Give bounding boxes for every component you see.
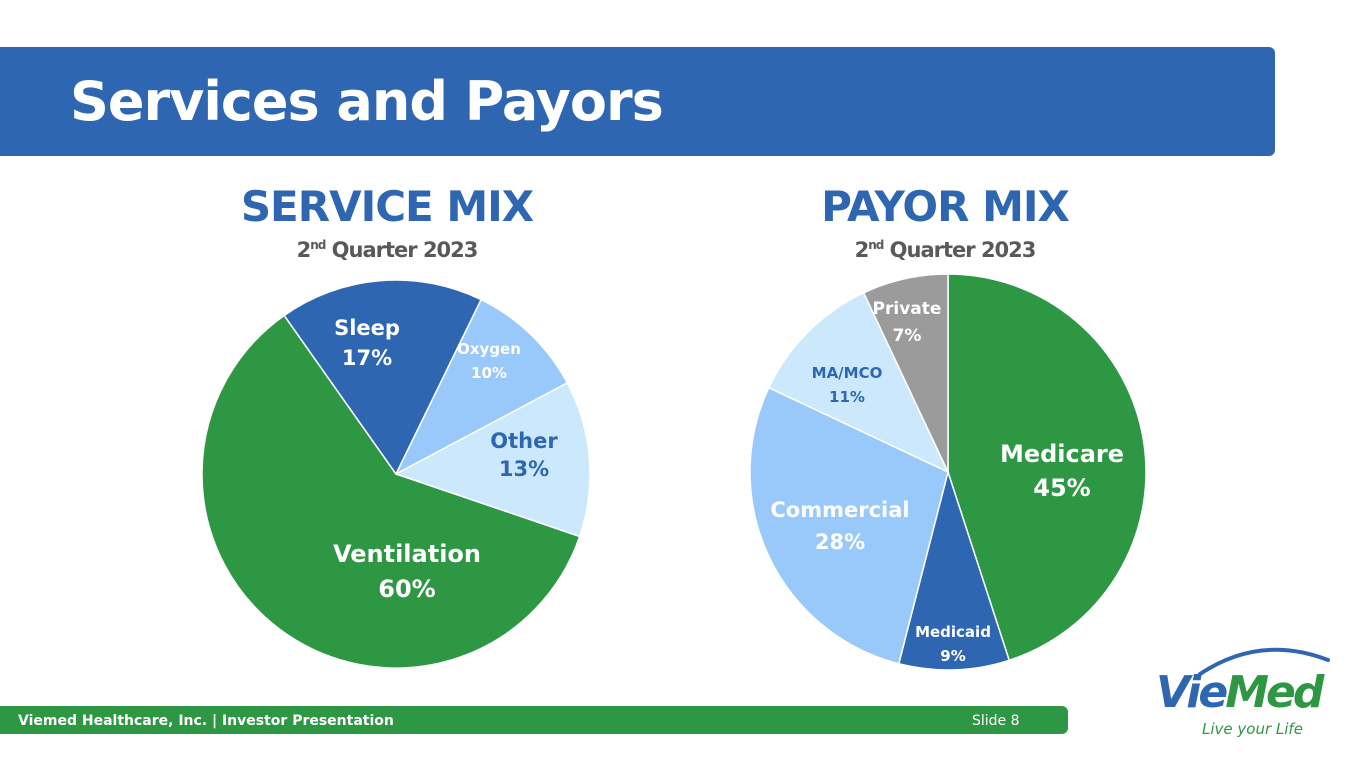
payor-label-medicaid: Medicaid (915, 623, 991, 641)
service-label-oxygen: Oxygen (457, 340, 521, 358)
service-value-ventilation: 60% (378, 575, 435, 603)
service-label-sleep: Sleep (334, 316, 400, 340)
service-value-sleep: 17% (342, 346, 392, 370)
payor-value-private: 7% (893, 326, 922, 346)
footer-company-text: Viemed Healthcare, Inc. | Investor Prese… (18, 713, 394, 729)
slide-number: Slide 8 (972, 713, 1020, 729)
service-subtitle-number: 2 (296, 238, 312, 262)
service-subtitle-ordinal: nd (310, 238, 326, 252)
payor-mix-subtitle: 2nd Quarter 2023 (795, 232, 1095, 263)
payor-label-ma-mco: MA/MCO (812, 364, 883, 382)
logo-vie: Vie (1156, 667, 1228, 718)
slide-title: Services and Payors (70, 70, 664, 133)
payor-value-medicare: 45% (1033, 474, 1090, 502)
payor-slice-medicare (947, 273, 1147, 662)
service-slice-oxygen (394, 298, 569, 476)
logo-wordmark: VieMed (1156, 667, 1324, 718)
service-slice-sleep (283, 279, 483, 476)
payor-label-medicare: Medicare (1000, 440, 1124, 468)
title-banner (0, 47, 1275, 156)
payor-subtitle-ordinal: nd (868, 238, 884, 252)
service-value-other: 13% (499, 457, 549, 481)
payor-slice-commercial (749, 386, 949, 665)
service-slice-ventilation (201, 314, 581, 669)
payor-label-private: Private (873, 299, 942, 319)
payor-value-medicaid: 9% (940, 647, 965, 665)
payor-slice-medicaid (897, 469, 1011, 671)
footer-bar (0, 706, 1068, 734)
logo-med: Med (1225, 667, 1324, 718)
payor-subtitle-period: Quarter 2023 (883, 238, 1037, 262)
logo-swoosh-icon (1198, 647, 1330, 676)
service-subtitle-period: Quarter 2023 (325, 238, 479, 262)
payor-slice-private (862, 273, 949, 473)
viemed-logo: VieMed Live your Life (1140, 640, 1340, 745)
service-mix-title: SERVICE MIX (240, 182, 534, 231)
service-value-oxygen: 10% (471, 364, 507, 382)
payor-value-commercial: 28% (815, 530, 865, 554)
service-label-ventilation: Ventilation (333, 540, 481, 568)
logo-tagline: Live your Life (1202, 720, 1303, 738)
payor-label-commercial: Commercial (770, 498, 909, 522)
payor-mix-title: PAYOR MIX (821, 182, 1070, 231)
service-label-other: Other (490, 429, 558, 453)
service-mix-subtitle: 2nd Quarter 2023 (237, 232, 537, 263)
service-slice-other (394, 381, 591, 538)
payor-subtitle-number: 2 (854, 238, 870, 262)
payor-slice-ma-mco (767, 291, 950, 474)
payor-value-ma-mco: 11% (829, 388, 865, 406)
